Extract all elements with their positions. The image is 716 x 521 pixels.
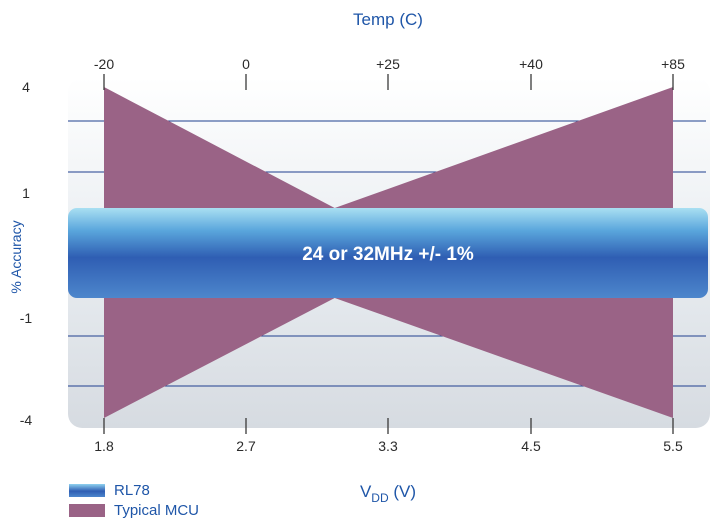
legend-item-typical-mcu: Typical MCU (69, 501, 199, 519)
legend: RL78 Typical MCU (69, 481, 199, 521)
top-tick-label: +25 (376, 56, 400, 72)
bottom-tick-label: 1.8 (94, 438, 114, 454)
y-tick-label: 1 (22, 185, 30, 201)
bottom-tick-label: 2.7 (236, 438, 256, 454)
series-rl78-band (68, 208, 708, 298)
y-axis-title: % Accuracy (8, 220, 24, 293)
legend-label-rl78: RL78 (114, 481, 150, 499)
top-tick-label: -20 (94, 56, 114, 72)
band-label: 24 or 32MHz +/- 1% (302, 244, 474, 265)
y-tick-label: 4 (22, 79, 30, 95)
bottom-axis-title-unit: (V) (389, 482, 416, 501)
top-tick-label: +40 (519, 56, 543, 72)
y-tick-label: -1 (20, 310, 33, 326)
bottom-tick-label: 3.3 (378, 438, 398, 454)
top-tick-label: 0 (242, 56, 250, 72)
bottom-axis-title-main: V (360, 482, 372, 501)
top-axis-title: Temp (C) (353, 10, 423, 29)
y-tick-label: -4 (20, 412, 33, 428)
legend-item-rl78: RL78 (69, 481, 199, 499)
legend-swatch-rl78 (69, 483, 105, 497)
bottom-tick-label: 5.5 (663, 438, 683, 454)
legend-swatch-typical-mcu (69, 503, 105, 517)
legend-label-typical-mcu: Typical MCU (114, 501, 200, 519)
top-tick-label: +85 (661, 56, 685, 72)
bottom-axis-title: VDD (V) (360, 482, 416, 505)
bottom-tick-label: 4.5 (521, 438, 541, 454)
bottom-axis-title-sub: DD (371, 491, 389, 505)
